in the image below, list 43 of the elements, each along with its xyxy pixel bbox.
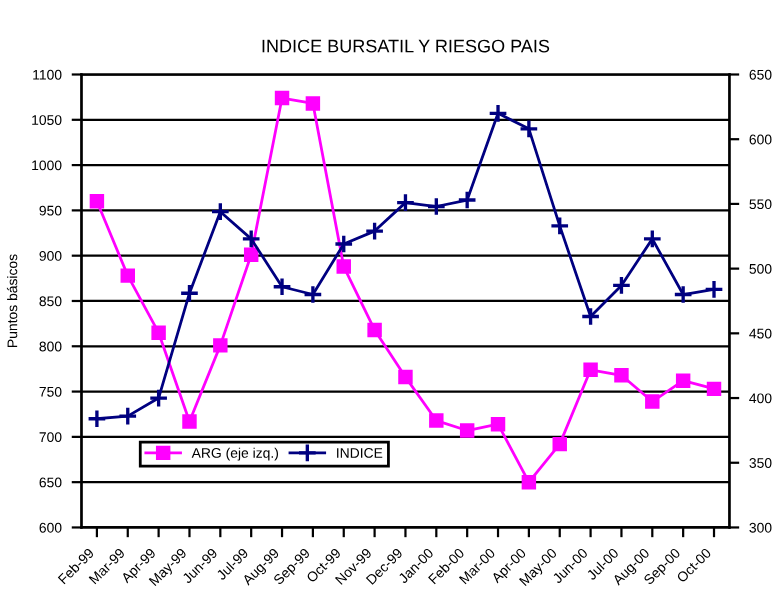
point [704,279,725,300]
point [549,215,570,236]
point [673,284,694,305]
point [302,284,323,305]
point [611,275,632,296]
point [272,276,293,297]
point [459,423,475,438]
point [213,338,228,353]
point [457,190,478,211]
point [706,381,722,397]
point [336,259,351,274]
point [518,118,539,139]
point [148,388,169,409]
point [274,90,290,106]
point [305,96,321,111]
point [151,325,166,340]
point [241,228,262,249]
point [117,406,138,427]
point [395,192,416,213]
point [243,247,259,262]
point [426,196,447,217]
point [645,394,660,409]
point [429,413,444,428]
point [120,268,135,283]
point [614,368,629,383]
point [333,234,354,255]
point [364,221,385,242]
point [86,408,107,429]
point [642,228,663,249]
point [583,362,598,378]
point [210,201,231,222]
point [521,474,537,490]
point [488,103,509,124]
point [179,283,200,304]
point [490,416,506,432]
point [89,194,105,209]
point [367,322,382,338]
point [580,306,601,327]
point [398,369,413,385]
point [182,414,197,429]
point [552,436,567,452]
point [675,373,691,388]
chart-title: INDICE BURSATIL Y RIESGO PAIS [262,39,550,53]
